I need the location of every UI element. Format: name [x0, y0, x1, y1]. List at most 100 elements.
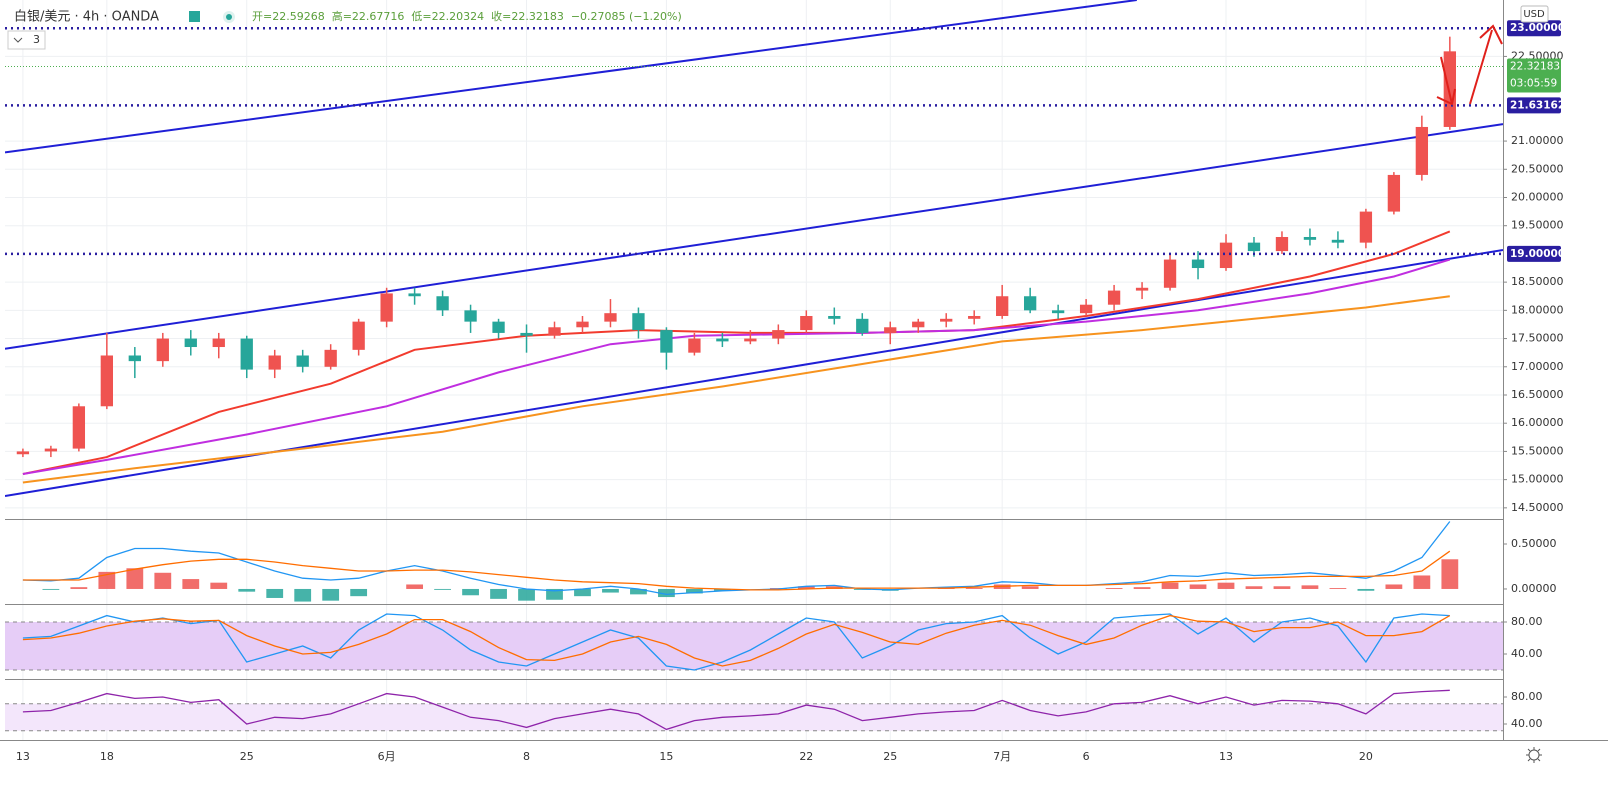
histogram-bar [1161, 582, 1179, 589]
flag-icon [189, 11, 200, 22]
y-tick-label: 19.50000 [1511, 219, 1564, 232]
y-tick-label: 16.50000 [1511, 388, 1564, 401]
pane-borders [0, 0, 1608, 741]
indicator-line [22, 521, 1451, 596]
candle-body [968, 315, 981, 319]
histogram-bar [1189, 584, 1207, 589]
candle-body [1387, 174, 1401, 212]
histogram-bar [658, 588, 675, 598]
y-tick-label: 18.00000 [1511, 303, 1564, 316]
level-badge [1507, 245, 1561, 262]
candle-body [1079, 304, 1093, 314]
candle-body [212, 338, 225, 348]
indicator-line [22, 613, 1450, 671]
histogram-bar [574, 588, 591, 597]
level-badge [1507, 97, 1561, 114]
candle-body [772, 330, 785, 339]
histogram-bar [1021, 586, 1039, 589]
candle-body [632, 313, 645, 331]
candle-body [464, 310, 477, 322]
x-tick-label: 6月 [378, 750, 396, 763]
y-tick-label: 21.00000 [1511, 134, 1564, 147]
histogram-bar [1273, 586, 1291, 589]
histogram-bar [630, 588, 647, 595]
level-badge [1507, 20, 1561, 37]
settings-icon[interactable] [1526, 747, 1542, 763]
histogram-bar [1413, 575, 1431, 589]
y-tick-label: 80.00 [1511, 615, 1543, 628]
candle-body [1303, 236, 1317, 240]
histogram-bar [322, 588, 340, 601]
candle-body [1135, 287, 1149, 291]
level-label: 19.00000 [1510, 248, 1565, 260]
indicator-line [22, 614, 1451, 667]
candle-body [688, 338, 701, 353]
arrow-head [1479, 24, 1503, 45]
price-badge [1507, 58, 1561, 93]
histogram-bar [1329, 588, 1347, 589]
indicator-line [22, 550, 1451, 591]
histogram-bar [1385, 584, 1403, 589]
x-tick-label: 20 [1359, 750, 1373, 763]
x-tick-label: 6 [1083, 750, 1090, 763]
histogram-bar [686, 588, 703, 594]
histogram-bar [238, 588, 256, 592]
candle-body [72, 406, 86, 449]
ohlc-value: 高=22.67716 [332, 9, 405, 23]
countdown: 03:05:59 [1510, 77, 1557, 89]
candle-body [1359, 211, 1373, 243]
y-tick-label: 15.50000 [1511, 444, 1564, 457]
band-fill [5, 703, 1503, 731]
candle-body [44, 448, 58, 452]
candle-body [884, 327, 897, 333]
histogram-bar [490, 588, 507, 599]
ohlc-value: 开=22.59268 [252, 10, 325, 23]
grid [5, 0, 1503, 740]
candle-body [716, 338, 729, 342]
annotation-arrows [1436, 24, 1503, 106]
histogram-bar [70, 587, 88, 589]
candle-body [128, 355, 141, 362]
arrow [1469, 29, 1493, 105]
y-tick-label: 0.50000 [1511, 537, 1557, 550]
histogram-bar [1245, 586, 1263, 589]
moving-average [22, 295, 1450, 484]
indicator-toggle[interactable] [7, 30, 46, 50]
chevron [13, 37, 23, 43]
candle-body [408, 293, 421, 297]
candle-body [352, 321, 365, 350]
histogram-bar [126, 568, 144, 589]
candle-body [996, 296, 1009, 316]
indicator-count: 3 [33, 33, 40, 46]
x-tick-label: 7月 [993, 750, 1011, 763]
candle-body [1331, 239, 1345, 243]
histogram-bar [602, 588, 619, 593]
symbol: 白银/美元 · 4h · OANDA [14, 9, 159, 25]
candle-body [1247, 242, 1261, 252]
x-tick-label: 13 [16, 750, 30, 763]
histogram-bar [518, 588, 535, 601]
candle-body [1275, 236, 1289, 252]
currency-box [1520, 5, 1549, 23]
histogram-bar [42, 588, 60, 590]
candle-body [520, 332, 533, 336]
y-tick-label: 0.00000 [1511, 582, 1557, 595]
candle-body [912, 321, 925, 328]
status-dot [226, 14, 232, 20]
histogram-bar [797, 586, 815, 589]
last-price-label: 22.32183 [1510, 60, 1560, 72]
candle-body [184, 338, 197, 348]
x-tick-label: 13 [1219, 750, 1233, 763]
currency: USD [1523, 9, 1545, 20]
histogram-bar [1217, 582, 1235, 589]
level-label: 23.00000 [1510, 22, 1565, 34]
y-tick-label: 20.00000 [1511, 190, 1564, 203]
histogram-bar [1133, 587, 1151, 589]
histogram-bar [1105, 588, 1123, 589]
candle-body [1163, 259, 1177, 288]
ohlc-value: 收=22.32183 [491, 9, 564, 23]
y-tick-label: 15.00000 [1511, 473, 1564, 486]
candle-body [492, 321, 505, 333]
